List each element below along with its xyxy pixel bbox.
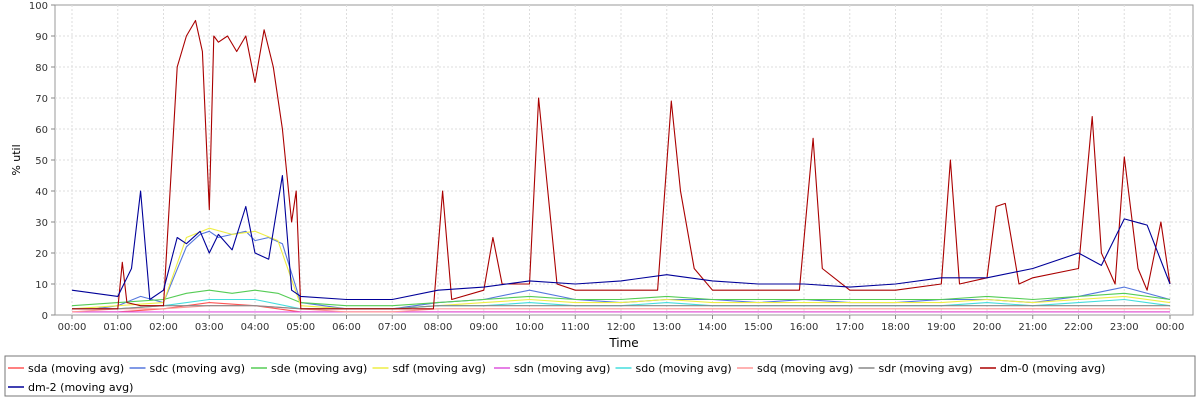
x-tick-label: 21:00 bbox=[1018, 322, 1047, 333]
y-tick-label: 60 bbox=[35, 125, 48, 136]
legend-item: dm-0 (moving avg) bbox=[980, 362, 1105, 375]
x-tick-label: 12:00 bbox=[607, 322, 636, 333]
legend-label: dm-2 (moving avg) bbox=[28, 381, 133, 394]
y-tick-label: 30 bbox=[35, 218, 48, 229]
x-tick-label: 13:00 bbox=[652, 322, 681, 333]
x-tick-label: 00:00 bbox=[58, 322, 87, 333]
legend-label: sdf (moving avg) bbox=[393, 362, 486, 375]
x-tick-label: 00:00 bbox=[1156, 322, 1185, 333]
y-tick-label: 50 bbox=[35, 156, 48, 167]
legend-item: sdc (moving avg) bbox=[129, 362, 246, 375]
x-tick-label: 04:00 bbox=[241, 322, 270, 333]
x-tick-label: 08:00 bbox=[424, 322, 453, 333]
legend-item: sdr (moving avg) bbox=[858, 362, 973, 375]
legend-box bbox=[4, 355, 1196, 397]
x-tick-label: 09:00 bbox=[469, 322, 498, 333]
x-tick-label: 02:00 bbox=[149, 322, 178, 333]
x-tick-label: 18:00 bbox=[881, 322, 910, 333]
x-tick-label: 17:00 bbox=[835, 322, 864, 333]
x-tick-label: 22:00 bbox=[1064, 322, 1093, 333]
legend-item: sdn (moving avg) bbox=[494, 362, 610, 375]
legend-label: sdn (moving avg) bbox=[514, 362, 610, 375]
legend-item: sdo (moving avg) bbox=[615, 362, 732, 375]
x-tick-label: 05:00 bbox=[286, 322, 315, 333]
x-tick-label: 15:00 bbox=[744, 322, 773, 333]
y-tick-label: 80 bbox=[35, 63, 48, 74]
x-tick-label: 06:00 bbox=[332, 322, 361, 333]
series-layer bbox=[71, 19, 1171, 313]
legend-label: sdo (moving avg) bbox=[636, 362, 732, 375]
gridlines bbox=[55, 5, 1193, 315]
legend-label: sdr (moving avg) bbox=[879, 362, 973, 375]
legend-item: sdq (moving avg) bbox=[737, 362, 853, 375]
series-line-sdc bbox=[72, 230, 1171, 310]
y-tick-label: 0 bbox=[42, 311, 48, 322]
x-tick-label: 20:00 bbox=[973, 322, 1002, 333]
y-tick-label: 90 bbox=[35, 32, 48, 43]
x-tick-label: 14:00 bbox=[698, 322, 727, 333]
y-tick-label: 20 bbox=[35, 249, 48, 260]
x-tick-label: 23:00 bbox=[1110, 322, 1139, 333]
legend-label: sda (moving avg) bbox=[28, 362, 124, 375]
y-tick-label: 40 bbox=[35, 187, 48, 198]
legend-item: sda (moving avg) bbox=[8, 362, 124, 375]
x-tick-label: 11:00 bbox=[561, 322, 590, 333]
legend-item: dm-2 (moving avg) bbox=[8, 381, 133, 394]
legend: sda (moving avg) sdc (moving avg) sde (mov… bbox=[8, 362, 1105, 394]
series-line-sdr bbox=[72, 305, 1170, 310]
legend-item: sde (moving avg) bbox=[251, 362, 367, 375]
x-tick-label: 07:00 bbox=[378, 322, 407, 333]
x-axis-label: Time bbox=[608, 336, 638, 350]
x-tick-label: 19:00 bbox=[927, 322, 956, 333]
legend-label: sdc (moving avg) bbox=[150, 362, 246, 375]
y-tick-label: 100 bbox=[29, 1, 48, 12]
legend-label: dm-0 (moving avg) bbox=[1000, 362, 1105, 375]
series-line-dm-0 bbox=[72, 19, 1171, 310]
x-tick-label: 03:00 bbox=[195, 322, 224, 333]
y-axis-label: % util bbox=[10, 144, 23, 175]
axes: 0 10 20 30 40 50 60 70 80 90 100 00:00 01:00 02:00 03:… bbox=[29, 1, 1185, 333]
x-tick-label: 10:00 bbox=[515, 322, 544, 333]
series-line-sde bbox=[71, 289, 1171, 307]
legend-label: sde (moving avg) bbox=[271, 362, 367, 375]
legend-item: sdf (moving avg) bbox=[372, 362, 486, 375]
y-tick-label: 70 bbox=[35, 94, 48, 105]
legend-label: sdq (moving avg) bbox=[757, 362, 853, 375]
series-line-sdf bbox=[71, 227, 1171, 310]
x-tick-label: 01:00 bbox=[103, 322, 132, 333]
series-line-dm-2 bbox=[71, 174, 1171, 301]
y-tick-label: 10 bbox=[35, 280, 48, 291]
x-tick-label: 16:00 bbox=[790, 322, 819, 333]
